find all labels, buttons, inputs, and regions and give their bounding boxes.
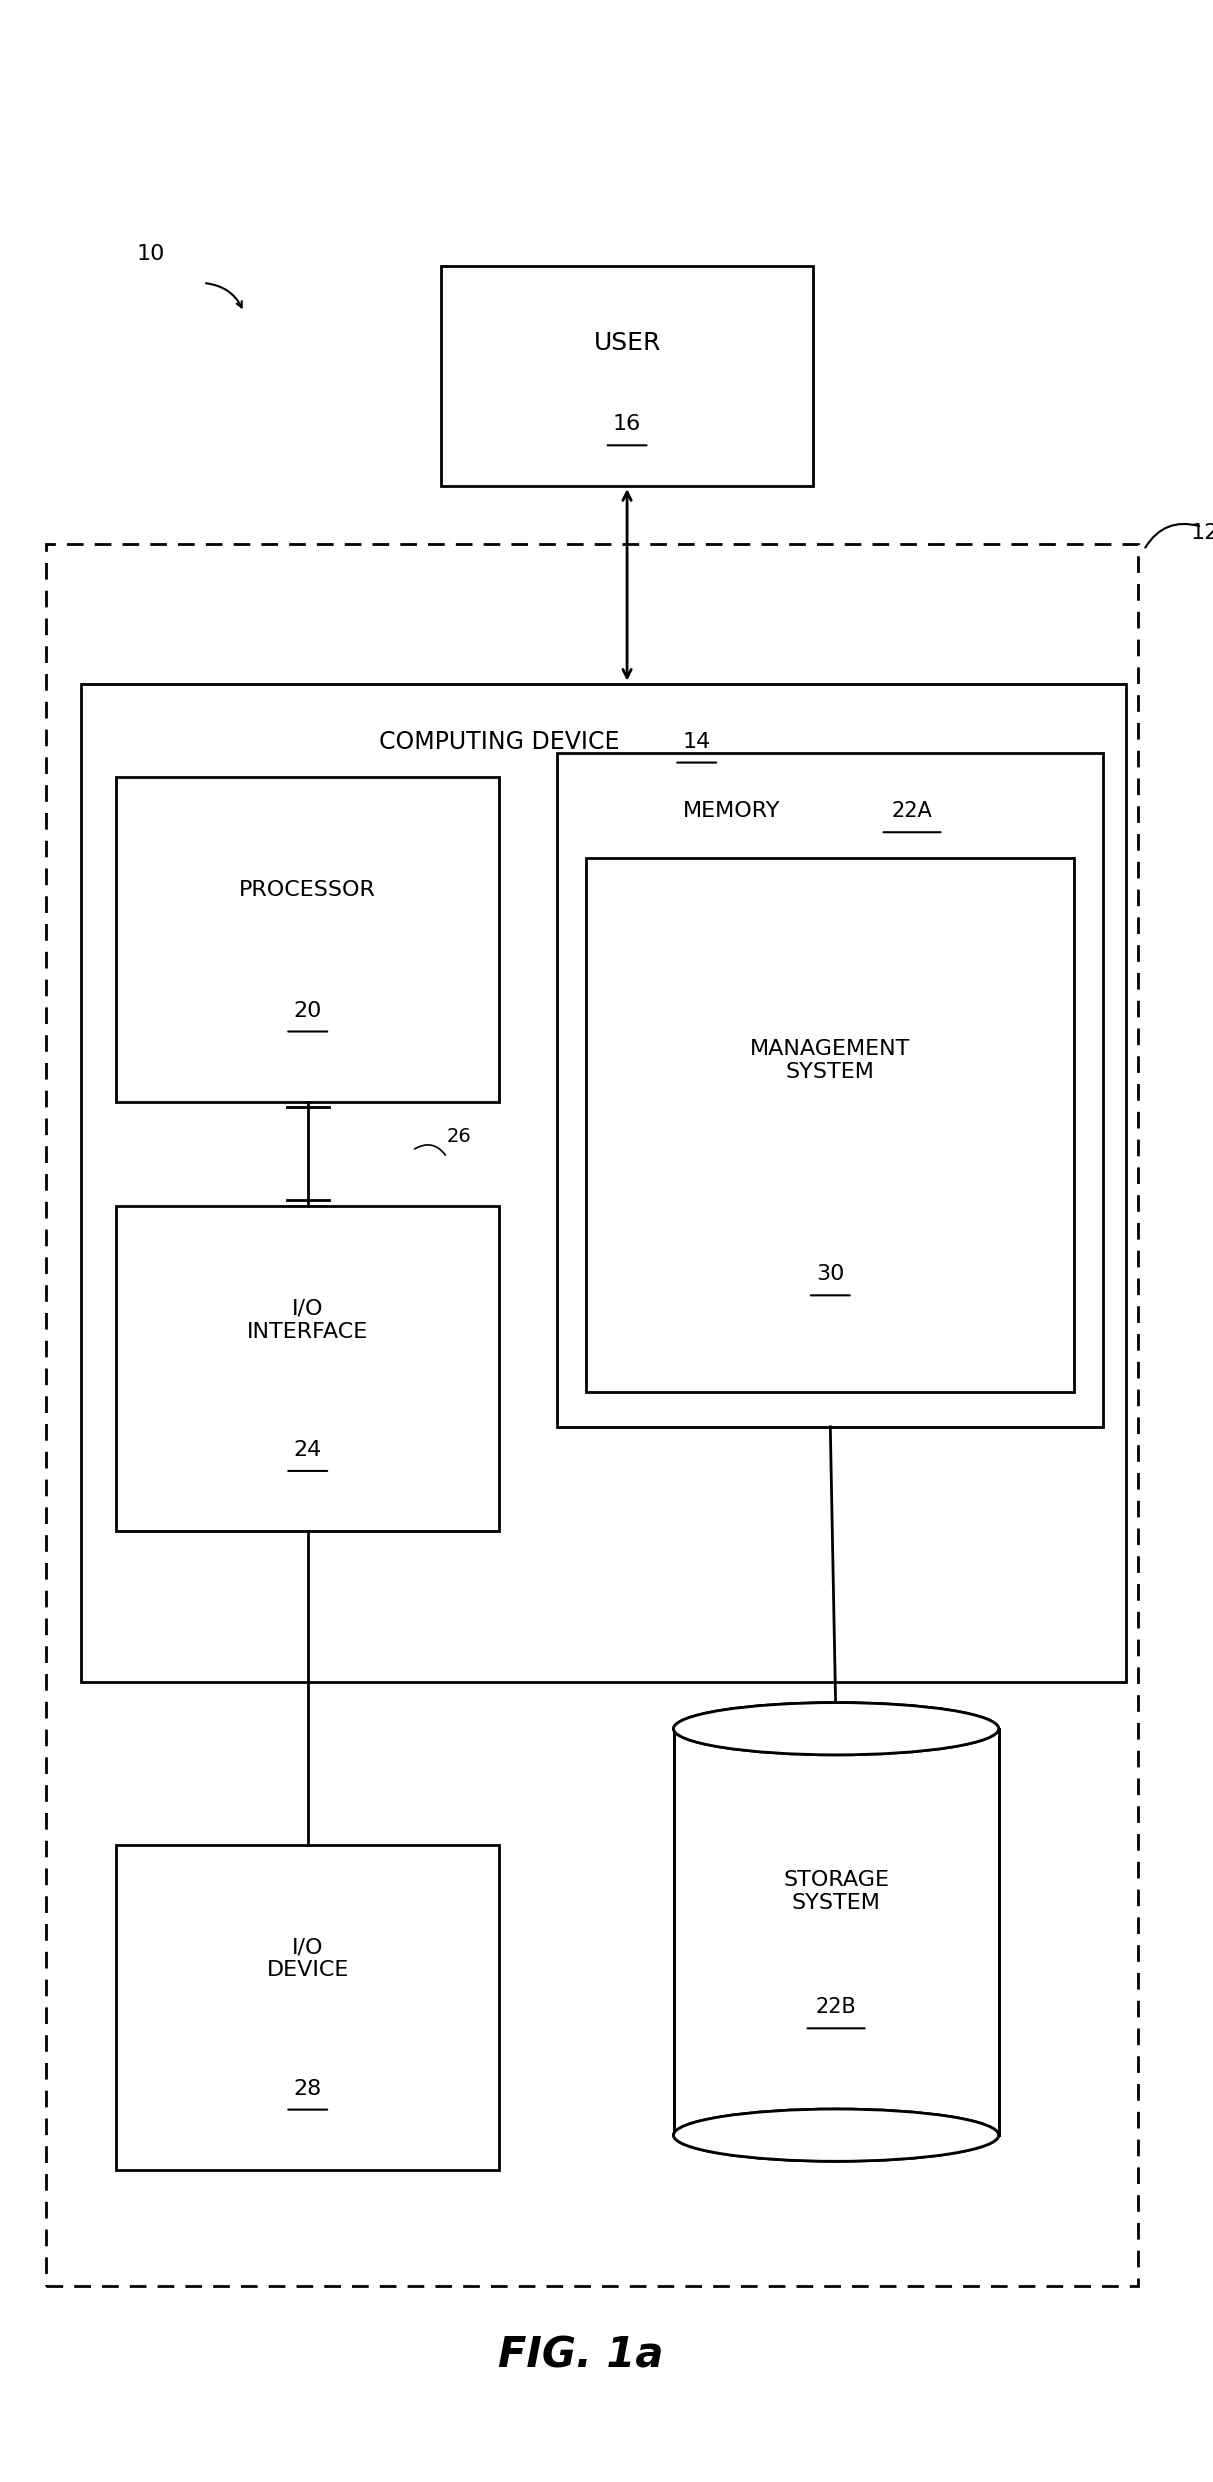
FancyBboxPatch shape <box>116 1206 500 1531</box>
Text: 20: 20 <box>294 1000 321 1020</box>
Ellipse shape <box>673 1703 998 1755</box>
Text: I/O
INTERFACE: I/O INTERFACE <box>247 1298 369 1343</box>
Text: 10: 10 <box>137 243 165 263</box>
FancyBboxPatch shape <box>558 752 1103 1427</box>
Text: 22A: 22A <box>892 802 933 822</box>
Text: MANAGEMENT
SYSTEM: MANAGEMENT SYSTEM <box>750 1040 911 1082</box>
Text: 14: 14 <box>683 732 711 752</box>
Text: I/O
DEVICE: I/O DEVICE <box>267 1936 349 1981</box>
Text: MEMORY: MEMORY <box>683 802 781 822</box>
Ellipse shape <box>673 1703 998 1755</box>
Text: COMPUTING DEVICE: COMPUTING DEVICE <box>380 730 620 755</box>
Text: 22B: 22B <box>815 1998 856 2018</box>
Text: USER: USER <box>593 330 661 355</box>
FancyBboxPatch shape <box>81 683 1127 1683</box>
Ellipse shape <box>673 2110 998 2162</box>
FancyBboxPatch shape <box>116 1844 500 2169</box>
Text: FIG. 1a: FIG. 1a <box>497 2336 664 2378</box>
FancyBboxPatch shape <box>586 859 1075 1392</box>
Ellipse shape <box>673 1703 998 1755</box>
FancyBboxPatch shape <box>46 544 1138 2286</box>
FancyBboxPatch shape <box>676 1730 996 2135</box>
Text: STORAGE
SYSTEM: STORAGE SYSTEM <box>784 1869 889 1914</box>
Text: 24: 24 <box>294 1440 321 1459</box>
FancyBboxPatch shape <box>116 777 500 1102</box>
Text: 26: 26 <box>446 1127 471 1147</box>
Text: PROCESSOR: PROCESSOR <box>239 881 376 901</box>
Text: 16: 16 <box>613 414 642 434</box>
Ellipse shape <box>673 2110 998 2162</box>
FancyBboxPatch shape <box>442 266 813 486</box>
Text: 28: 28 <box>294 2080 321 2100</box>
Text: 30: 30 <box>816 1263 844 1286</box>
Text: 12: 12 <box>1190 524 1213 544</box>
